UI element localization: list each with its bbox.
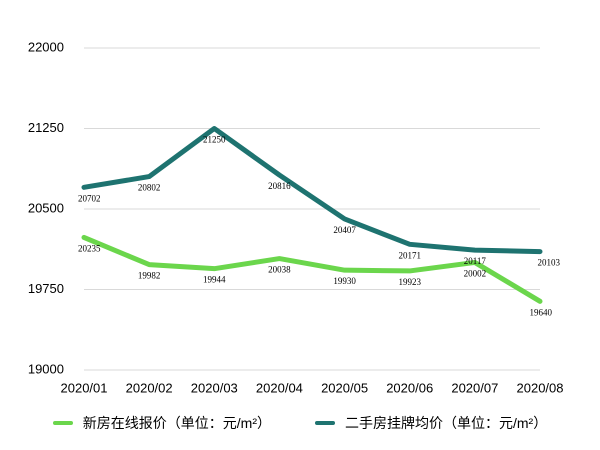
data-label: 20702 xyxy=(78,193,101,203)
data-label: 19982 xyxy=(138,271,161,281)
y-axis-ticks: 19000 19750 20500 21250 22000 xyxy=(28,39,64,376)
legend-label-resale-homes: 二手房挂牌均价（单位：元/m²） xyxy=(345,415,548,431)
legend: 新房在线报价（单位：元/m²） 二手房挂牌均价（单位：元/m²） xyxy=(0,408,600,438)
x-tick-label: 2020/01 xyxy=(61,380,108,395)
data-label: 20103 xyxy=(538,258,561,268)
x-tick-label: 2020/08 xyxy=(517,380,564,395)
legend-label-new-homes: 新房在线报价（单位：元/m²） xyxy=(82,415,271,431)
data-label: 19640 xyxy=(530,307,553,317)
data-label: 20802 xyxy=(138,183,161,193)
data-label: 20117 xyxy=(464,256,487,266)
data-label: 20407 xyxy=(333,225,356,235)
data-label: 20038 xyxy=(268,265,291,275)
series-line-resale-homes xyxy=(81,126,543,255)
x-axis-ticks: 2020/01 2020/02 2020/03 2020/04 2020/05 2020/… xyxy=(61,380,564,395)
data-label: 20171 xyxy=(398,250,421,260)
x-tick-label: 2020/05 xyxy=(321,380,368,395)
legend-swatch-resale-homes xyxy=(315,421,335,425)
x-tick-label: 2020/03 xyxy=(191,380,238,395)
legend-swatch-new-homes xyxy=(52,421,73,425)
x-tick-label: 2020/06 xyxy=(386,380,433,395)
legend-item-resale-homes: 二手房挂牌均价（单位：元/m²） xyxy=(315,413,547,433)
data-label: 19930 xyxy=(333,276,356,286)
series-line-new-homes xyxy=(81,234,543,304)
y-tick-label: 22000 xyxy=(28,39,64,54)
series-lines xyxy=(81,126,543,304)
y-tick-label: 20500 xyxy=(28,200,64,215)
legend-item-new-homes: 新房在线报价（单位：元/m²） xyxy=(52,413,271,433)
y-tick-label: 19000 xyxy=(28,361,64,376)
data-label: 20002 xyxy=(464,269,487,279)
line-chart-svg: 19000 19750 20500 21250 22000 2020/01 2020/02… xyxy=(28,39,564,395)
y-tick-label: 21250 xyxy=(28,120,64,135)
data-label: 20235 xyxy=(78,244,101,254)
y-tick-label: 19750 xyxy=(28,281,64,296)
x-tick-label: 2020/02 xyxy=(126,380,173,395)
gridlines xyxy=(84,47,540,371)
data-labels: 20235 19982 19944 20038 19930 19923 20002 19640… xyxy=(78,135,561,318)
data-label: 19944 xyxy=(203,275,226,285)
data-label: 20816 xyxy=(268,181,291,191)
data-label: 21250 xyxy=(203,135,226,145)
x-tick-label: 2020/07 xyxy=(451,380,498,395)
x-tick-label: 2020/04 xyxy=(256,380,303,395)
data-label: 19923 xyxy=(398,277,421,287)
